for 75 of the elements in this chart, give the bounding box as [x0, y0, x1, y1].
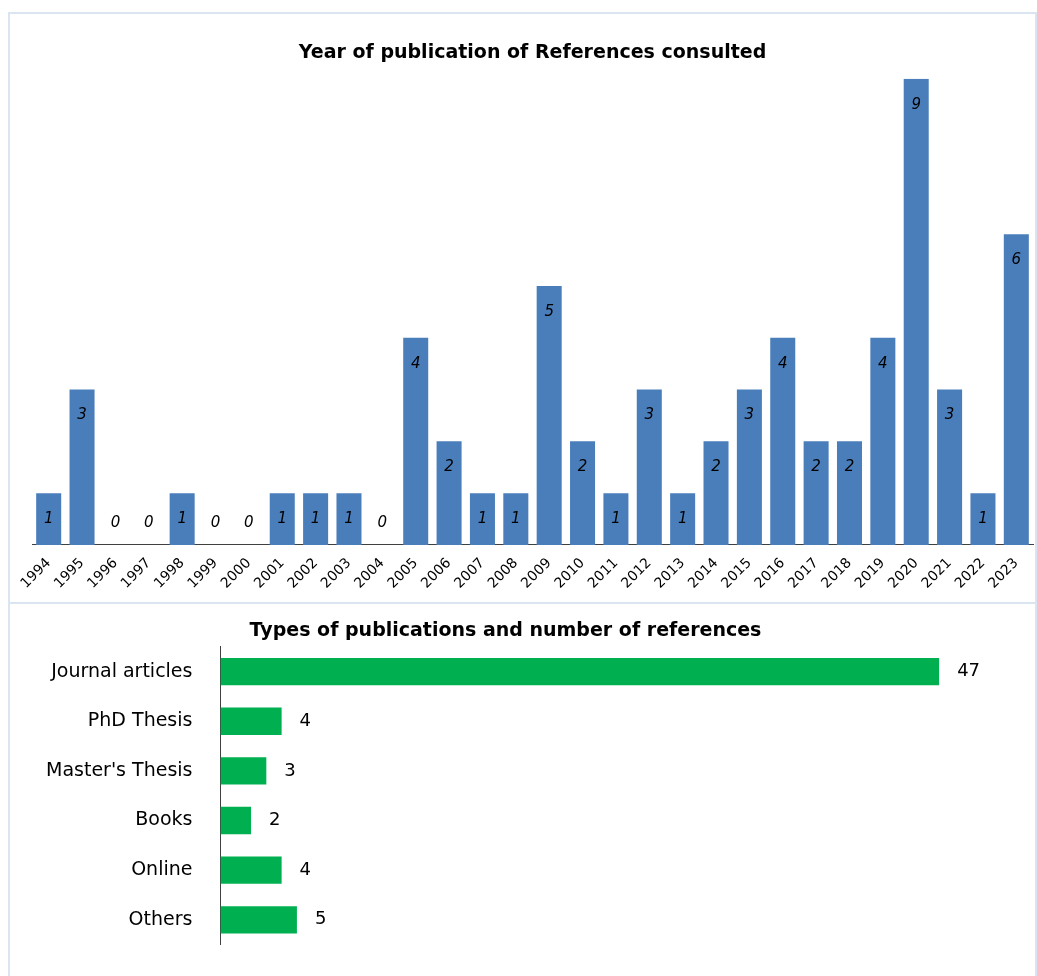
data-label: 1 [310, 509, 321, 528]
data-label: 9 [911, 94, 921, 113]
data-label: 5 [314, 907, 327, 929]
data-label: 3 [284, 758, 296, 780]
data-label: 4 [299, 857, 312, 879]
bar [220, 856, 282, 884]
bar [403, 337, 429, 545]
data-label: 1 [177, 509, 187, 528]
data-label: 1 [511, 509, 521, 528]
bar [536, 285, 562, 545]
bar [670, 493, 696, 545]
y-tick-label: Others [128, 906, 193, 929]
data-label: 3 [744, 405, 755, 424]
y-tick-label: Journal articles [50, 658, 193, 681]
data-label: 1 [978, 509, 988, 528]
data-label: 1 [277, 509, 288, 528]
bar [220, 657, 940, 686]
data-label: 1 [43, 509, 54, 528]
data-label: 5 [544, 301, 554, 320]
bar [636, 389, 662, 545]
bar [970, 493, 996, 545]
y-tick-label: Master's Thesis [45, 757, 193, 780]
chart-title: Types of publications and number of references [249, 618, 762, 641]
bar [503, 493, 529, 545]
data-label: 0 [144, 512, 154, 531]
bar [603, 493, 629, 545]
bar [570, 441, 596, 545]
bar [469, 493, 495, 545]
data-label: 2 [444, 457, 454, 476]
data-label: 4 [777, 353, 788, 372]
data-label: 0 [110, 512, 121, 531]
data-label: 2 [577, 457, 588, 476]
bar [220, 906, 297, 934]
y-tick-label: Books [135, 807, 193, 830]
bar [703, 441, 729, 545]
data-label: 0 [377, 512, 388, 531]
bar [336, 493, 362, 545]
bar [937, 389, 963, 545]
bar [269, 493, 295, 545]
data-label: 4 [410, 353, 421, 372]
data-label: 4 [878, 353, 888, 372]
data-label: 1 [611, 509, 621, 528]
bar [1003, 234, 1029, 545]
data-label: 0 [210, 512, 221, 531]
bar [736, 389, 762, 545]
chart-title: Year of publication of References consulted [297, 40, 767, 63]
bar [220, 707, 282, 735]
data-label: 4 [299, 708, 312, 730]
bar [220, 806, 252, 835]
data-label: 1 [477, 509, 488, 528]
y-tick-label: PhD Thesis [87, 708, 193, 731]
bar [903, 78, 929, 545]
bar [220, 757, 267, 785]
data-label: 3 [77, 405, 87, 424]
data-label: 1 [344, 509, 354, 528]
data-label: 47 [957, 659, 981, 681]
data-label: 6 [1011, 250, 1022, 269]
bar [436, 441, 462, 545]
bar [69, 389, 95, 545]
bar [770, 337, 796, 545]
bar [803, 441, 829, 545]
bar [303, 493, 329, 545]
data-label: 2 [711, 457, 721, 476]
data-label: 3 [944, 405, 955, 424]
data-label: 1 [677, 509, 688, 528]
data-label: 0 [244, 512, 254, 531]
data-label: 2 [811, 457, 821, 476]
data-label: 2 [269, 808, 281, 830]
data-label: 3 [644, 405, 655, 424]
y-tick-label: Online [131, 857, 193, 880]
bar [169, 493, 195, 545]
bar [836, 441, 862, 545]
bar [36, 493, 62, 545]
data-label: 2 [844, 457, 855, 476]
bar [870, 337, 896, 545]
